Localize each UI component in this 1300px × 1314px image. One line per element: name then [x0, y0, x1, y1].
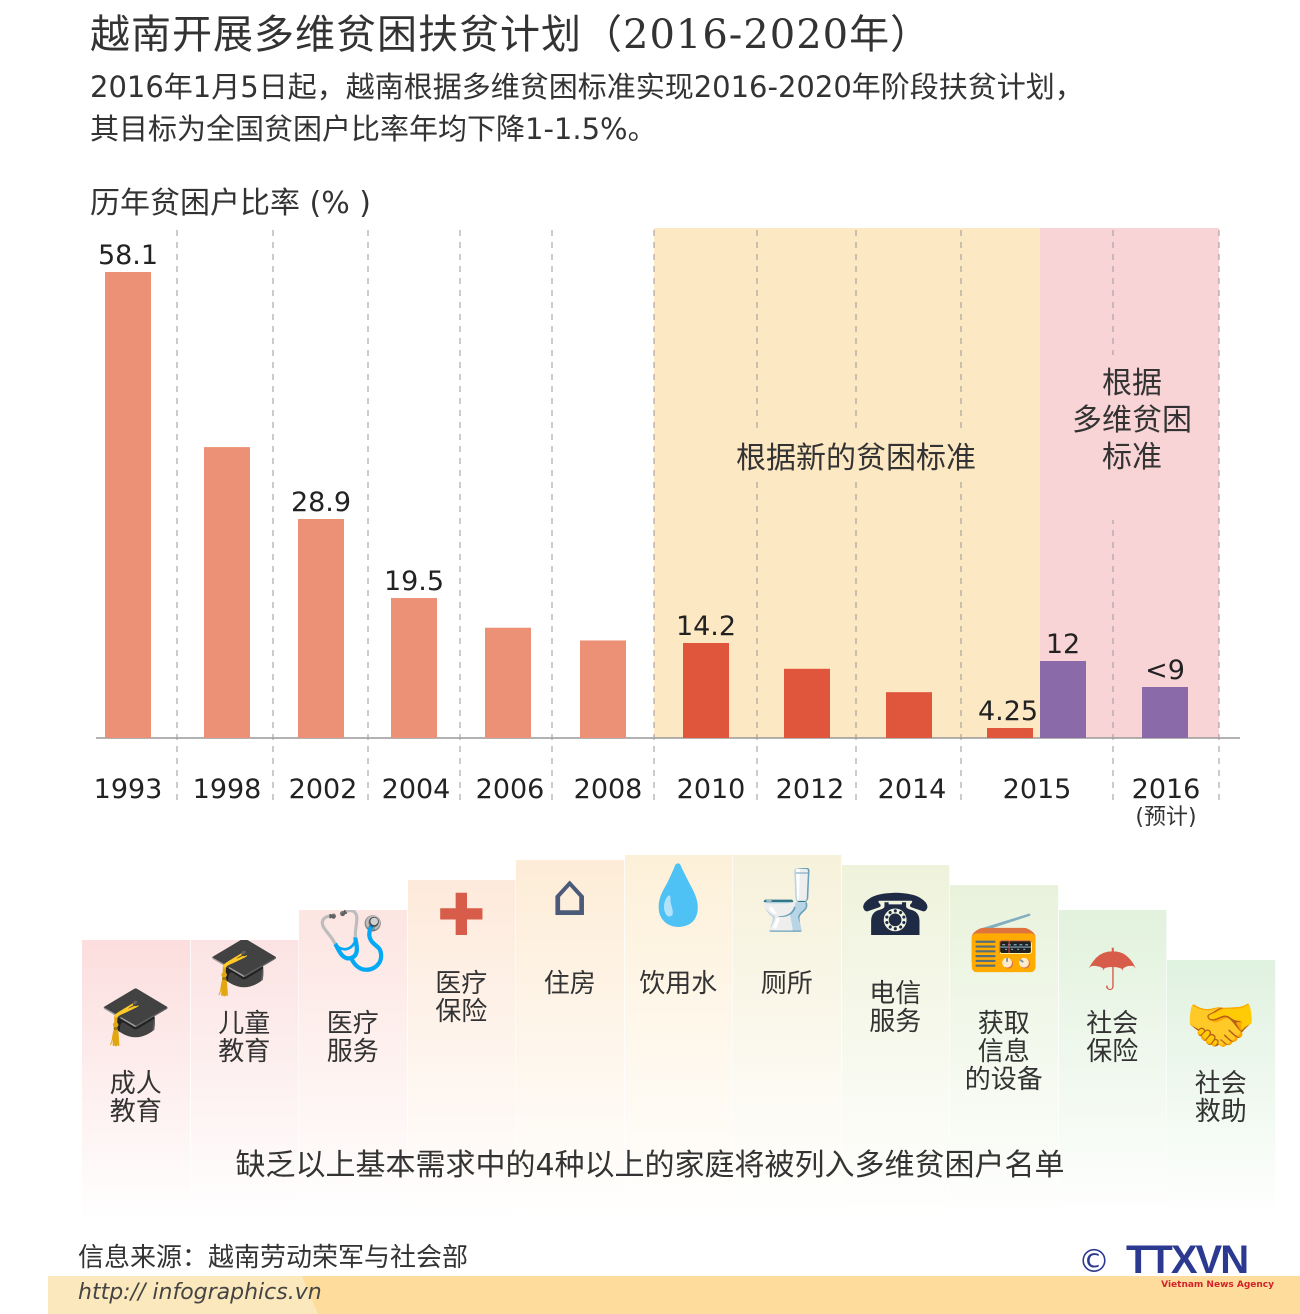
need-label: 社会	[1086, 1009, 1139, 1039]
basic-needs-panel: 🎓 成人 教育 🎓 儿童 教育 🩺 医疗 服务 ✚ 医疗 保险 ⌂ 住房 💧 饮用水 🚽 厕所 ☎ 电信 服务 📻 获取 信息…	[82, 850, 1276, 1220]
bar-2016	[1142, 687, 1188, 738]
band-label-multidimensional: 根据	[1102, 366, 1162, 401]
logo-text: TTXVN	[1126, 1238, 1249, 1282]
data-label: 28.9	[291, 487, 351, 518]
water-drop-icon: 💧	[642, 861, 715, 929]
bar-chart: 58.1 28.9 19.5 14.2 4.25 12 <9 1993 1998 2002 2004…	[94, 228, 1240, 830]
need-label: 服务	[326, 1037, 379, 1067]
x-tick-label: 2008	[574, 774, 643, 805]
x-tick-note: (预计)	[1135, 805, 1196, 830]
bar-2014	[886, 692, 932, 738]
need-label: 信息	[977, 1037, 1030, 1067]
source-text: 信息来源：越南劳动荣军与社会部	[78, 1243, 469, 1273]
band-label-multidimensional: 标准	[1102, 440, 1162, 475]
need-item: ☎ 电信 服务	[841, 865, 950, 1220]
x-tick-label: 2010	[677, 774, 746, 805]
telephone-icon: ☎	[859, 881, 932, 949]
bar-2004	[391, 598, 437, 738]
need-label: 获取	[977, 1009, 1030, 1039]
bar-2010	[683, 643, 729, 738]
x-tick-label: 1998	[193, 774, 262, 805]
bar-2002	[298, 519, 344, 738]
need-label: 饮用水	[639, 969, 718, 999]
bar-2015	[987, 728, 1033, 738]
x-tick-label: 2006	[476, 774, 545, 805]
need-item: ⌂ 住房	[516, 860, 625, 1220]
need-label: 厕所	[760, 969, 813, 999]
need-item: 🎓 成人 教育	[82, 940, 191, 1220]
toilet-icon: 🚽	[750, 866, 823, 934]
page-title: 越南开展多维贫困扶贫计划（2016-2020年）	[90, 12, 932, 58]
data-label: 14.2	[676, 611, 736, 642]
need-label: 电信	[869, 979, 922, 1009]
need-label: 医疗	[435, 969, 488, 999]
subtitle-line-1: 2016年1月5日起，越南根据多维贫困标准实现2016-2020年阶段扶贫计划，	[90, 70, 1084, 104]
data-label: 4.25	[978, 696, 1038, 727]
graduation-cap-icon: 🎓	[99, 981, 172, 1049]
need-item: 🚽 厕所	[733, 855, 842, 1220]
ttxvn-logo: © TTXVN Vietnam News Agency	[1078, 1238, 1278, 1290]
graduation-cap-icon: 🎓	[208, 931, 281, 999]
handshake-icon: 🤝	[1184, 991, 1257, 1059]
band-label-multidimensional: 多维贫困	[1072, 403, 1192, 438]
x-tick-label: 2015	[1003, 774, 1072, 805]
house-icon: ⌂	[551, 861, 589, 929]
data-label: 12	[1046, 629, 1080, 660]
band-label-bg	[1062, 355, 1202, 520]
need-item: ✚ 医疗 保险	[407, 880, 516, 1220]
need-label: 的设备	[964, 1065, 1043, 1095]
subtitle-line-2: 其目标为全国贫困户比率年均下降1-1.5%。	[90, 112, 657, 146]
stethoscope-icon: 🩺	[316, 906, 389, 974]
need-label: 保险	[435, 997, 488, 1027]
need-label: 服务	[869, 1007, 922, 1037]
band-label-new-standard: 根据新的贫困标准	[736, 441, 976, 476]
bar-2015	[1040, 661, 1086, 738]
data-label: 19.5	[384, 566, 444, 597]
need-item: 💧 饮用水	[624, 855, 733, 1220]
medical-cross-icon: ✚	[436, 881, 486, 949]
need-label: 教育	[109, 1097, 162, 1127]
needs-caption: 缺乏以上基本需求中的4种以上的家庭将被列入多维贫困户名单	[235, 1148, 1065, 1183]
need-label: 成人	[109, 1069, 162, 1099]
need-label: 医疗	[326, 1009, 379, 1039]
x-tick-label: 2014	[878, 774, 947, 805]
need-item: 🎓 儿童 教育	[190, 931, 299, 1220]
band-label-bg	[700, 430, 1010, 480]
bar-2008	[580, 640, 626, 738]
chart-title: 历年贫困户比率 (% )	[90, 186, 371, 221]
footer-url-tab	[48, 1276, 318, 1314]
need-item: 🤝 社会 救助	[1167, 960, 1276, 1220]
data-label: <9	[1145, 655, 1185, 686]
bar-1993	[105, 272, 151, 738]
need-label: 保险	[1086, 1037, 1139, 1067]
need-item: ☂ 社会 保险	[1058, 910, 1167, 1220]
need-label: 住房	[543, 969, 596, 999]
bar-2012	[784, 668, 830, 738]
data-label: 58.1	[98, 240, 158, 271]
umbrella-icon: ☂	[1086, 936, 1139, 1004]
bar-2006	[485, 627, 531, 738]
need-item: 🩺 医疗 服务	[299, 906, 408, 1220]
need-item: 📻 获取 信息 的设备	[950, 885, 1059, 1220]
x-tick-label: 2012	[776, 774, 845, 805]
x-tick-label: 2016	[1132, 774, 1201, 805]
need-label: 教育	[218, 1037, 271, 1067]
need-label: 儿童	[218, 1009, 271, 1039]
need-label: 社会	[1194, 1069, 1247, 1099]
radio-icon: 📻	[967, 906, 1040, 974]
x-tick-label: 2002	[289, 774, 358, 805]
x-tick-label: 2004	[382, 774, 451, 805]
x-tick-label: 1993	[94, 774, 163, 805]
logo-subtext: Vietnam News Agency	[1161, 1280, 1274, 1290]
need-label: 救助	[1194, 1097, 1247, 1127]
footer-url[interactable]: http:// infographics.vn	[78, 1280, 322, 1305]
bar-1998	[204, 447, 250, 738]
copyright-icon: ©	[1078, 1242, 1110, 1280]
